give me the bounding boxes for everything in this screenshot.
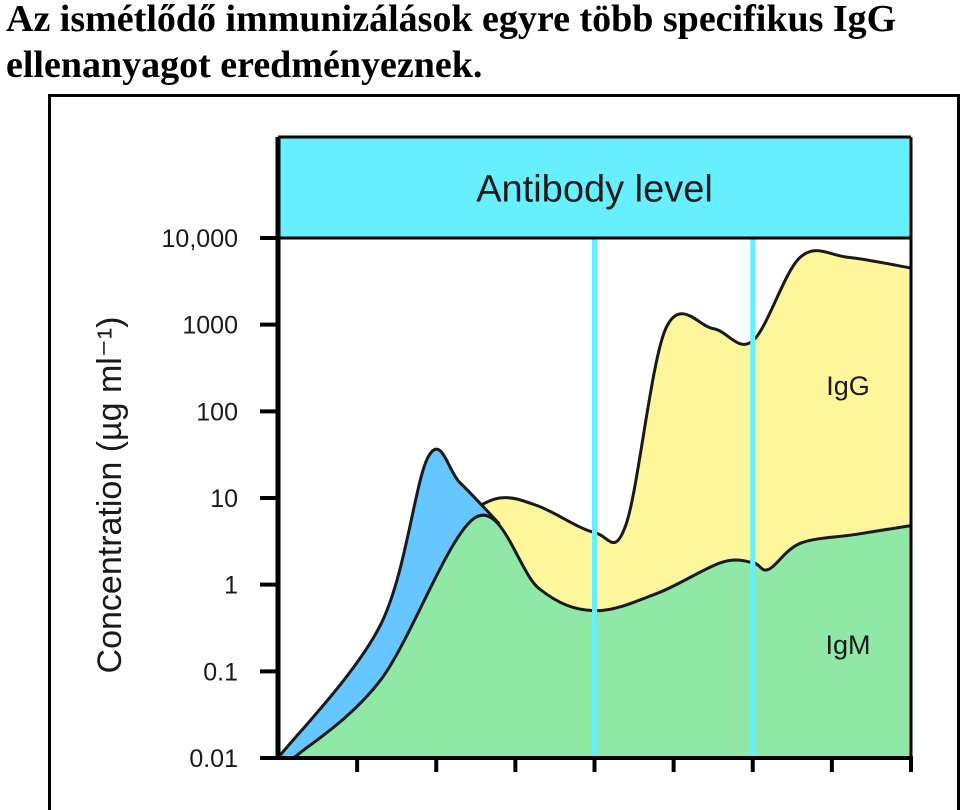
antibody-level-chart: Antibody level IgG IgM 10,000 1000 100 10 1 0.1 0… xyxy=(91,135,913,773)
early-peak-area-line xyxy=(276,447,501,759)
igm-label: IgM xyxy=(825,630,870,660)
chart-header-band xyxy=(278,137,911,238)
y-tick-label: 0.1 xyxy=(203,658,238,686)
y-tick-label: 10,000 xyxy=(162,225,238,253)
y-tick-label: 0.01 xyxy=(189,745,238,773)
y-tick-label: 10 xyxy=(210,485,238,513)
heading-line-2: ellenanyagot eredményeznek. xyxy=(6,44,483,86)
igg-area-line xyxy=(459,249,912,545)
y-tick-label: 1 xyxy=(224,572,238,600)
chart-title: Antibody level xyxy=(476,169,713,211)
heading-line-1: Az ismétlődő immunizálások egyre több sp… xyxy=(6,0,897,40)
y-axis-label: Concentration (µg ml⁻¹) xyxy=(91,317,129,674)
igm-area xyxy=(293,515,911,758)
y-tick-label: 100 xyxy=(196,398,238,426)
page-heading: Az ismétlődő immunizálások egyre több sp… xyxy=(6,0,956,88)
y-tick-label: 1000 xyxy=(182,312,238,340)
igm-area-line xyxy=(292,513,912,760)
igg-label: IgG xyxy=(826,371,870,401)
chart-frame: Antibody level IgG IgM 10,000 1000 100 10 1 0.1 0… xyxy=(48,94,960,810)
